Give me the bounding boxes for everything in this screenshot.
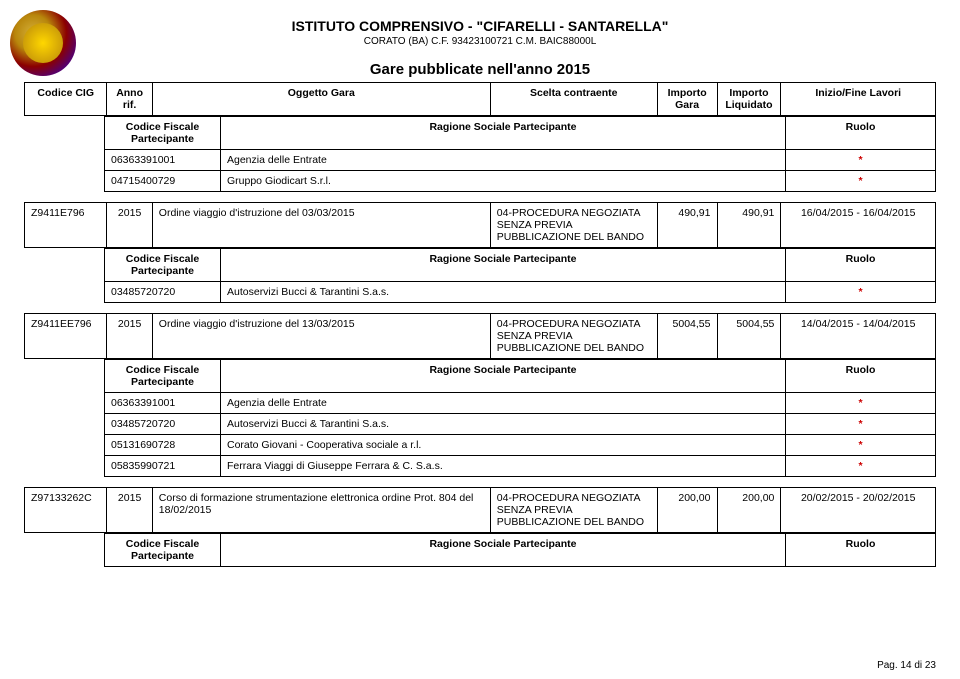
- col-ruolo: Ruolo: [786, 360, 936, 393]
- gara-cig: Z9411EE796: [25, 314, 107, 359]
- participant-cf: 05835990721: [105, 456, 221, 477]
- gara-anno: 2015: [107, 203, 152, 248]
- participant-cf: 06363391001: [105, 150, 221, 171]
- participant-row: 04715400729 Gruppo Giodicart S.r.l. *: [105, 171, 936, 192]
- participant-cf: 06363391001: [105, 393, 221, 414]
- gara-scelta: 04-PROCEDURA NEGOZIATA SENZA PREVIA PUBB…: [490, 203, 657, 248]
- gara-importo-gara: 490,91: [657, 203, 717, 248]
- participant-row: 03485720720 Autoservizi Bucci & Tarantin…: [105, 282, 936, 303]
- col-oggetto: Oggetto Gara: [152, 83, 490, 116]
- page-number: Pag. 14 di 23: [877, 660, 936, 671]
- gara-scelta: 04-PROCEDURA NEGOZIATA SENZA PREVIA PUBB…: [490, 488, 657, 533]
- gara-lavori: 20/02/2015 - 20/02/2015: [781, 488, 936, 533]
- participant-row: 03485720720 Autoservizi Bucci & Tarantin…: [105, 414, 936, 435]
- gara-importo-gara: 5004,55: [657, 314, 717, 359]
- participant-row: 06363391001 Agenzia delle Entrate *: [105, 393, 936, 414]
- col-cig: Codice CIG: [25, 83, 107, 116]
- org-title: ISTITUTO COMPRENSIVO - "CIFARELLI - SANT…: [24, 18, 936, 34]
- gara-oggetto: Corso di formazione strumentazione elett…: [152, 488, 490, 533]
- gara-table: Z9411EE796 2015 Ordine viaggio d'istruzi…: [24, 313, 936, 359]
- participant-row: 06363391001 Agenzia delle Entrate *: [105, 150, 936, 171]
- gara-importo-liq: 200,00: [717, 488, 781, 533]
- gare-header-table: Codice CIG Anno rif. Oggetto Gara Scelta…: [24, 82, 936, 116]
- col-ruolo: Ruolo: [786, 249, 936, 282]
- participant-name: Corato Giovani - Cooperativa sociale a r…: [221, 435, 786, 456]
- col-scelta: Scelta contraente: [490, 83, 657, 116]
- gara-importo-gara: 200,00: [657, 488, 717, 533]
- gara-scelta: 04-PROCEDURA NEGOZIATA SENZA PREVIA PUBB…: [490, 314, 657, 359]
- col-cf: Codice Fiscale Partecipante: [105, 360, 221, 393]
- participant-name: Gruppo Giodicart S.r.l.: [221, 171, 786, 192]
- col-lavori: Inizio/Fine Lavori: [781, 83, 936, 116]
- participant-row: 05835990721 Ferrara Viaggi di Giuseppe F…: [105, 456, 936, 477]
- gara-table: Z97133262C 2015 Corso di formazione stru…: [24, 487, 936, 533]
- org-subtitle: CORATO (BA) C.F. 93423100721 C.M. BAIC88…: [24, 36, 936, 47]
- page-header: ISTITUTO COMPRENSIVO - "CIFARELLI - SANT…: [24, 18, 936, 47]
- gara-anno: 2015: [107, 488, 152, 533]
- participant-star: *: [786, 435, 936, 456]
- gara-participants-table: Codice Fiscale Partecipante Ragione Soci…: [104, 533, 936, 567]
- col-anno: Anno rif.: [107, 83, 152, 116]
- gara-lavori: 16/04/2015 - 16/04/2015: [781, 203, 936, 248]
- gara-anno: 2015: [107, 314, 152, 359]
- gara-participants-table: Codice Fiscale Partecipante Ragione Soci…: [104, 248, 936, 303]
- participant-star: *: [786, 393, 936, 414]
- col-ragione: Ragione Sociale Partecipante: [221, 360, 786, 393]
- gara-row: Z9411E796 2015 Ordine viaggio d'istruzio…: [25, 203, 936, 248]
- participant-star: *: [786, 414, 936, 435]
- gara-participants-table: Codice Fiscale Partecipante Ragione Soci…: [104, 359, 936, 477]
- participant-row: 05131690728 Corato Giovani - Cooperativa…: [105, 435, 936, 456]
- col-ragione: Ragione Sociale Partecipante: [221, 249, 786, 282]
- col-importo-gara: Importo Gara: [657, 83, 717, 116]
- col-importo-liq: Importo Liquidato: [717, 83, 781, 116]
- col-ruolo: Ruolo: [786, 117, 936, 150]
- participant-name: Autoservizi Bucci & Tarantini S.a.s.: [221, 282, 786, 303]
- top-participants-table: Codice Fiscale Partecipante Ragione Soci…: [104, 116, 936, 192]
- participant-star: *: [786, 171, 936, 192]
- col-ragione: Ragione Sociale Partecipante: [221, 534, 786, 567]
- participant-header-row: Codice Fiscale Partecipante Ragione Soci…: [105, 534, 936, 567]
- participant-cf: 04715400729: [105, 171, 221, 192]
- col-cf: Codice Fiscale Partecipante: [105, 249, 221, 282]
- participant-star: *: [786, 282, 936, 303]
- gara-cig: Z97133262C: [25, 488, 107, 533]
- col-cf: Codice Fiscale Partecipante: [105, 117, 221, 150]
- participant-star: *: [786, 150, 936, 171]
- participant-name: Agenzia delle Entrate: [221, 393, 786, 414]
- participant-cf: 05131690728: [105, 435, 221, 456]
- gara-importo-liq: 5004,55: [717, 314, 781, 359]
- participant-cf: 03485720720: [105, 282, 221, 303]
- col-ruolo: Ruolo: [786, 534, 936, 567]
- col-ragione: Ragione Sociale Partecipante: [221, 117, 786, 150]
- participant-header-row: Codice Fiscale Partecipante Ragione Soci…: [105, 117, 936, 150]
- gara-row: Z9411EE796 2015 Ordine viaggio d'istruzi…: [25, 314, 936, 359]
- gara-table: Z9411E796 2015 Ordine viaggio d'istruzio…: [24, 202, 936, 248]
- gara-importo-liq: 490,91: [717, 203, 781, 248]
- participant-header-row: Codice Fiscale Partecipante Ragione Soci…: [105, 249, 936, 282]
- gara-lavori: 14/04/2015 - 14/04/2015: [781, 314, 936, 359]
- page-container: ISTITUTO COMPRENSIVO - "CIFARELLI - SANT…: [0, 0, 960, 679]
- participant-header-row: Codice Fiscale Partecipante Ragione Soci…: [105, 360, 936, 393]
- emblem-inner: [23, 23, 63, 63]
- col-cf: Codice Fiscale Partecipante: [105, 534, 221, 567]
- participant-cf: 03485720720: [105, 414, 221, 435]
- gara-cig: Z9411E796: [25, 203, 107, 248]
- emblem-logo: [10, 10, 76, 76]
- participant-name: Autoservizi Bucci & Tarantini S.a.s.: [221, 414, 786, 435]
- participant-name: Agenzia delle Entrate: [221, 150, 786, 171]
- section-title: Gare pubblicate nell'anno 2015: [24, 61, 936, 78]
- gara-row: Z97133262C 2015 Corso di formazione stru…: [25, 488, 936, 533]
- gara-oggetto: Ordine viaggio d'istruzione del 03/03/20…: [152, 203, 490, 248]
- gara-header-row: Codice CIG Anno rif. Oggetto Gara Scelta…: [25, 83, 936, 116]
- participant-star: *: [786, 456, 936, 477]
- participant-name: Ferrara Viaggi di Giuseppe Ferrara & C. …: [221, 456, 786, 477]
- gara-oggetto: Ordine viaggio d'istruzione del 13/03/20…: [152, 314, 490, 359]
